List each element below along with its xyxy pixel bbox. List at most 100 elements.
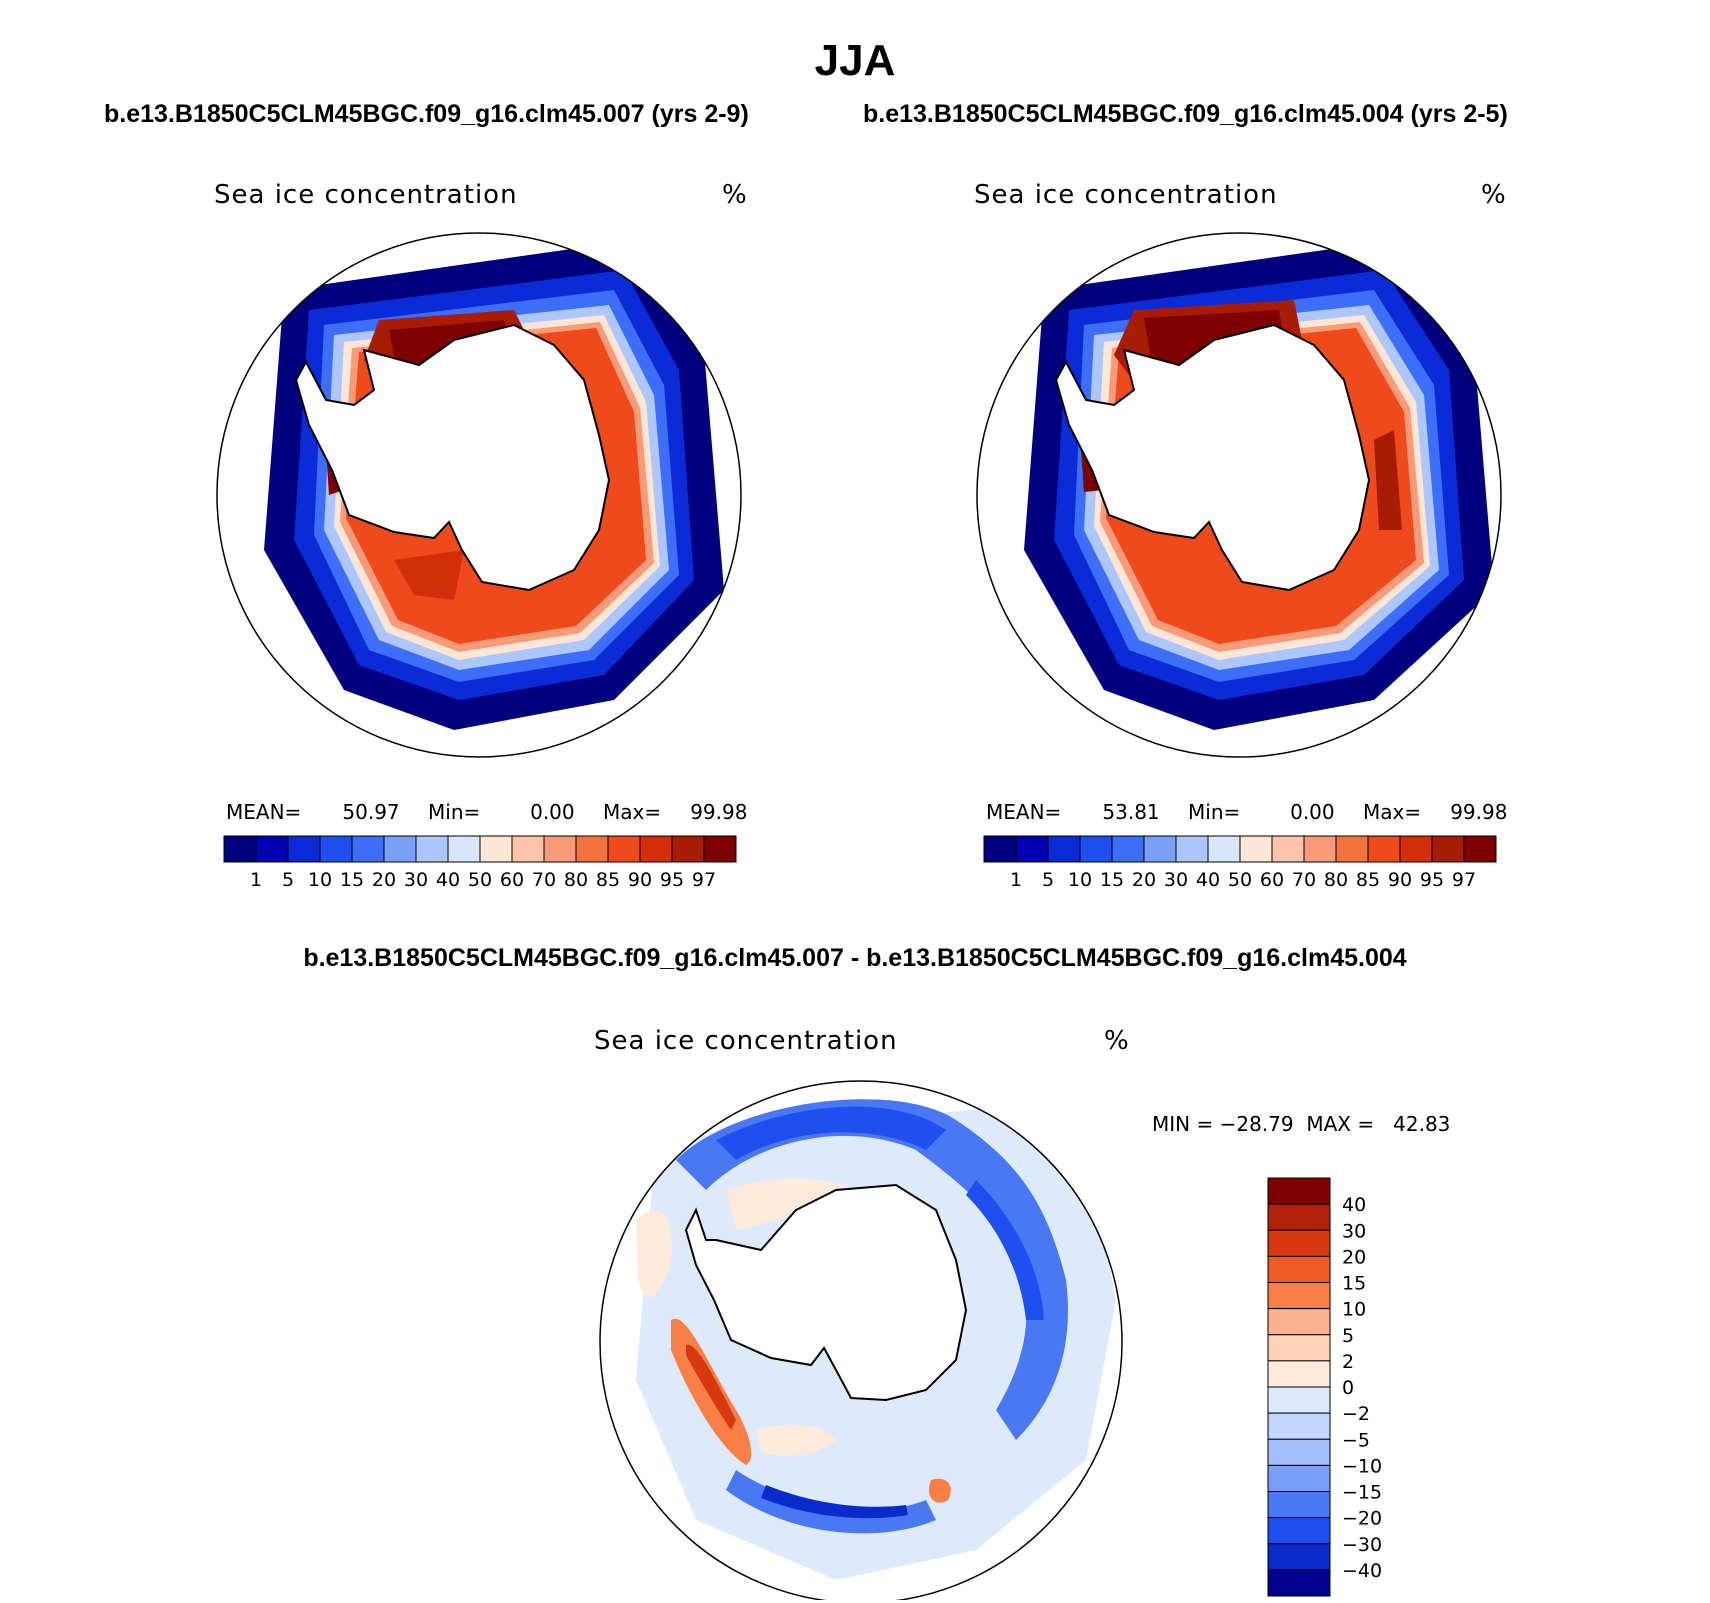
colorbar-difference-label: 10 <box>1342 1299 1366 1321</box>
colorbar-panel-2-label: 85 <box>1356 869 1380 891</box>
colorbar-difference-label: 40 <box>1342 1194 1366 1216</box>
colorbar-panel-1-label: 85 <box>596 869 620 891</box>
colorbar-panel-1-label: 15 <box>340 869 364 891</box>
colorbar-panel-2-swatch <box>1303 835 1337 863</box>
difference-units: % <box>1104 1026 1130 1056</box>
colorbar-difference-swatch <box>1267 1412 1331 1440</box>
colorbar-panel-2-swatch <box>1335 835 1369 863</box>
panel-1-mean-label: MEAN= <box>226 800 302 824</box>
colorbar-panel-1-swatch <box>383 835 417 863</box>
colorbar-difference-swatch <box>1267 1569 1331 1597</box>
colorbar-panel-2-label: 90 <box>1388 869 1412 891</box>
colorbar-difference-swatch <box>1267 1308 1331 1336</box>
colorbar-difference-label: −5 <box>1342 1429 1370 1451</box>
colorbar-difference-label: −40 <box>1342 1560 1382 1582</box>
figure-title: JJA <box>814 36 896 85</box>
colorbar-difference-swatch <box>1267 1464 1331 1492</box>
colorbar-difference-label: −15 <box>1342 1482 1382 1504</box>
colorbar-panel-2-label: 50 <box>1228 869 1252 891</box>
colorbar-panel-2-swatch <box>1431 835 1465 863</box>
difference-variable: Sea ice concentration <box>594 1026 898 1056</box>
colorbar-difference-label: −30 <box>1342 1534 1382 1556</box>
colorbar-panel-1-label: 40 <box>436 869 460 891</box>
colorbar-panel-1-swatch <box>703 835 737 863</box>
colorbar-difference-label: −10 <box>1342 1455 1382 1477</box>
colorbar-panel-2-swatch <box>983 835 1017 863</box>
panel-2-min-label: Min= <box>1188 800 1241 824</box>
colorbar-panel-1-label: 1 <box>250 869 262 891</box>
colorbar-panel-2-swatch <box>1463 835 1497 863</box>
case-title-left: b.e13.B1850C5CLM45BGC.f09_g16.clm45.007 … <box>104 100 749 128</box>
colorbar-difference-label: −2 <box>1342 1403 1370 1425</box>
colorbar-panel-2-swatch <box>1239 835 1273 863</box>
colorbar-difference-swatch <box>1267 1203 1331 1231</box>
colorbar-panel-2-swatch <box>1079 835 1113 863</box>
colorbar-difference-label: −20 <box>1342 1508 1382 1530</box>
colorbar-panel-2-label: 40 <box>1196 869 1220 891</box>
panel-1-max-value: 99.98 <box>690 800 748 824</box>
colorbar-difference-swatch <box>1267 1438 1331 1466</box>
colorbar-difference-swatch <box>1267 1255 1331 1283</box>
colorbar-panel-2-label: 97 <box>1452 869 1476 891</box>
panel-2-min-value: 0.00 <box>1290 800 1335 824</box>
colorbar-difference-swatch <box>1267 1229 1331 1257</box>
panel-2-variable: Sea ice concentration <box>974 180 1278 210</box>
panel-1-mean-value: 50.97 <box>342 800 400 824</box>
colorbar-panel-1-swatch <box>415 835 449 863</box>
colorbar-difference-swatch <box>1267 1386 1331 1414</box>
colorbar-panel-2-swatch <box>1015 835 1049 863</box>
colorbar-difference-label: 5 <box>1342 1325 1354 1347</box>
colorbar-panel-1-label: 20 <box>372 869 396 891</box>
colorbar-panel-1-swatch <box>287 835 321 863</box>
colorbar-panel-2-swatch <box>1207 835 1241 863</box>
colorbar-panel-1-swatch <box>351 835 385 863</box>
colorbar-panel-2-swatch <box>1111 835 1145 863</box>
colorbar-panel-1-swatch <box>639 835 673 863</box>
colorbar-panel-2-label: 10 <box>1068 869 1092 891</box>
panel-2-mean-label: MEAN= <box>986 800 1062 824</box>
colorbar-panel-1-swatch <box>479 835 513 863</box>
colorbar-difference-label: 2 <box>1342 1351 1354 1373</box>
colorbar-difference-label: 20 <box>1342 1246 1366 1268</box>
colorbar-panel-2-label: 80 <box>1324 869 1348 891</box>
colorbar-panel-1-swatch <box>543 835 577 863</box>
colorbar-difference-label: 0 <box>1342 1377 1354 1399</box>
colorbar-difference-swatch <box>1267 1282 1331 1310</box>
colorbar-difference-swatch <box>1267 1517 1331 1545</box>
colorbar-panel-1-swatch <box>511 835 545 863</box>
colorbar-panel-1-swatch <box>223 835 257 863</box>
colorbar-panel-1-label: 70 <box>532 869 556 891</box>
panel-1-min-label: Min= <box>428 800 481 824</box>
panel-1-max-label: Max= <box>602 800 662 824</box>
panel-2-max-value: 99.98 <box>1450 800 1508 824</box>
colorbar-panel-1-swatch <box>447 835 481 863</box>
colorbar-panel-1-label: 5 <box>282 869 294 891</box>
colorbar-panel-2-label: 1 <box>1010 869 1022 891</box>
colorbar-panel-1-swatch <box>671 835 705 863</box>
colorbar-panel-1-label: 60 <box>500 869 524 891</box>
colorbar-difference-swatch <box>1267 1360 1331 1388</box>
colorbar-panel-2-swatch <box>1143 835 1177 863</box>
colorbar-panel-2-swatch <box>1047 835 1081 863</box>
colorbar-panel-1-swatch <box>575 835 609 863</box>
colorbar-panel-2: 1 5 10 15 20 30 40 50 60 70 80 85 90 95 97 <box>983 835 1497 891</box>
colorbar-difference-swatch <box>1267 1334 1331 1362</box>
colorbar-panel-2-label: 5 <box>1042 869 1054 891</box>
colorbar-panel-2-label: 95 <box>1420 869 1444 891</box>
colorbar-panel-1-label: 90 <box>628 869 652 891</box>
colorbar-panel-1-swatch <box>319 835 353 863</box>
colorbar-panel-1-swatch <box>607 835 641 863</box>
colorbar-panel-2-swatch <box>1175 835 1209 863</box>
colorbar-panel-1-label: 97 <box>692 869 716 891</box>
colorbar-panel-1-label: 80 <box>564 869 588 891</box>
colorbar-panel-2-swatch <box>1399 835 1433 863</box>
colorbar-panel-1-swatch <box>255 835 289 863</box>
colorbar-difference-swatch <box>1267 1177 1331 1205</box>
colorbar-panel-1-label: 50 <box>468 869 492 891</box>
colorbar-panel-2-label: 70 <box>1292 869 1316 891</box>
colorbar-panel-2-label: 60 <box>1260 869 1284 891</box>
colorbar-panel-2-label: 20 <box>1132 869 1156 891</box>
difference-title: b.e13.B1850C5CLM45BGC.f09_g16.clm45.007 … <box>303 944 1407 972</box>
panel-2-mean-value: 53.81 <box>1102 800 1160 824</box>
